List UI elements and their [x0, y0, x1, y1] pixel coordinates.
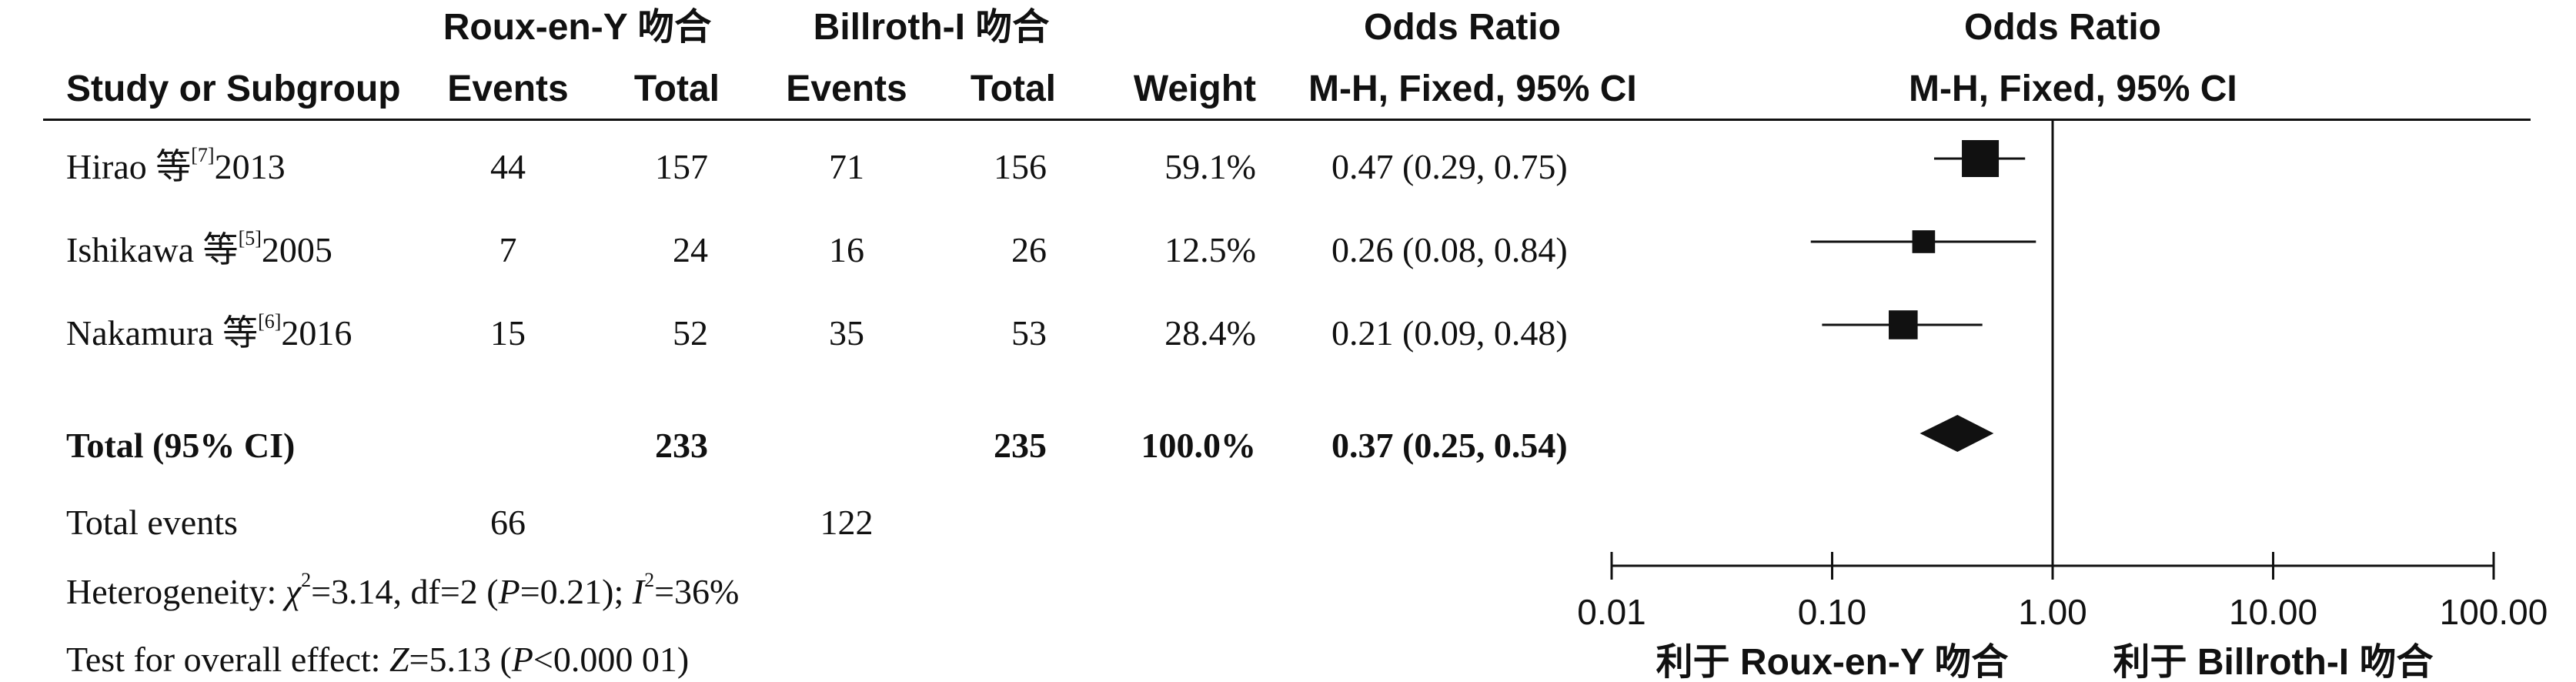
col-or-method: M-H, Fixed, 95% CI [1308, 69, 1637, 109]
weight: 59.1% [1164, 147, 1256, 186]
point-estimate [1889, 310, 1918, 339]
col-plot-method: M-H, Fixed, 95% CI [1909, 69, 2237, 109]
total1: 157 [655, 147, 708, 186]
weight: 28.4% [1164, 313, 1256, 353]
x-tick-label: 10.00 [2229, 592, 2317, 632]
total2: 53 [1011, 313, 1047, 353]
events2: 71 [829, 147, 864, 186]
total-weight: 100.0% [1141, 426, 1257, 465]
or-title: Odds Ratio [1363, 7, 1561, 48]
x-tick-label: 0.01 [1577, 592, 1646, 632]
weight: 12.5% [1164, 230, 1256, 269]
col-events2: Events [786, 69, 907, 109]
total2: 156 [994, 147, 1047, 186]
point-estimate [1962, 140, 2000, 177]
favours-left-label: 利于 Roux-en-Y 吻合 [1656, 642, 2009, 682]
point-estimate [1912, 230, 1936, 253]
total1: 233 [655, 426, 708, 465]
total2: 235 [994, 426, 1047, 465]
total1: 24 [673, 230, 708, 269]
header-rule [43, 119, 2531, 121]
or-ci: 0.47 (0.29, 0.75) [1331, 147, 1568, 186]
or-ci: 0.26 (0.08, 0.84) [1331, 230, 1568, 269]
x-tick-label: 1.00 [2018, 592, 2087, 632]
col-events1: Events [447, 69, 569, 109]
total-events-label: Total events [66, 503, 238, 542]
group2-header: Billroth-I 吻合 [813, 7, 1050, 48]
favours-right-label: 利于 Billroth-I 吻合 [2113, 642, 2434, 682]
plot-title: Odds Ratio [1963, 7, 2161, 48]
study-name: Hirao 等[7]2013 [66, 144, 286, 186]
x-tick-label: 0.10 [1798, 592, 1867, 632]
group1-header: Roux-en-Y 吻合 [443, 7, 712, 48]
events1: 15 [490, 313, 526, 353]
pooled-diamond [1919, 415, 1994, 452]
col-study: Study or Subgroup [66, 69, 401, 109]
col-total2: Total [970, 69, 1056, 109]
total-label: Total (95% CI) [66, 426, 296, 465]
study-name: Nakamura 等[6]2016 [66, 310, 352, 353]
or-ci: 0.21 (0.09, 0.48) [1331, 313, 1568, 353]
study-name: Ishikawa 等[5]2005 [66, 227, 332, 269]
overall-effect: Test for overall effect: Z=5.13 (P<0.000… [66, 640, 690, 679]
x-tick-label: 100.00 [2440, 592, 2548, 632]
heterogeneity: Heterogeneity: χ2=3.14, df=2 (P=0.21); I… [66, 569, 740, 611]
total-ci: 0.37 (0.25, 0.54) [1331, 426, 1568, 465]
events1: 7 [499, 230, 517, 269]
total-events1: 66 [490, 503, 526, 542]
events1: 44 [490, 147, 526, 186]
col-weight: Weight [1133, 69, 1256, 109]
total-events2: 122 [820, 503, 874, 542]
col-total1: Total [633, 69, 720, 109]
events2: 35 [829, 313, 864, 353]
events2: 16 [829, 230, 864, 269]
total1: 52 [673, 313, 708, 353]
total2: 26 [1011, 230, 1047, 269]
